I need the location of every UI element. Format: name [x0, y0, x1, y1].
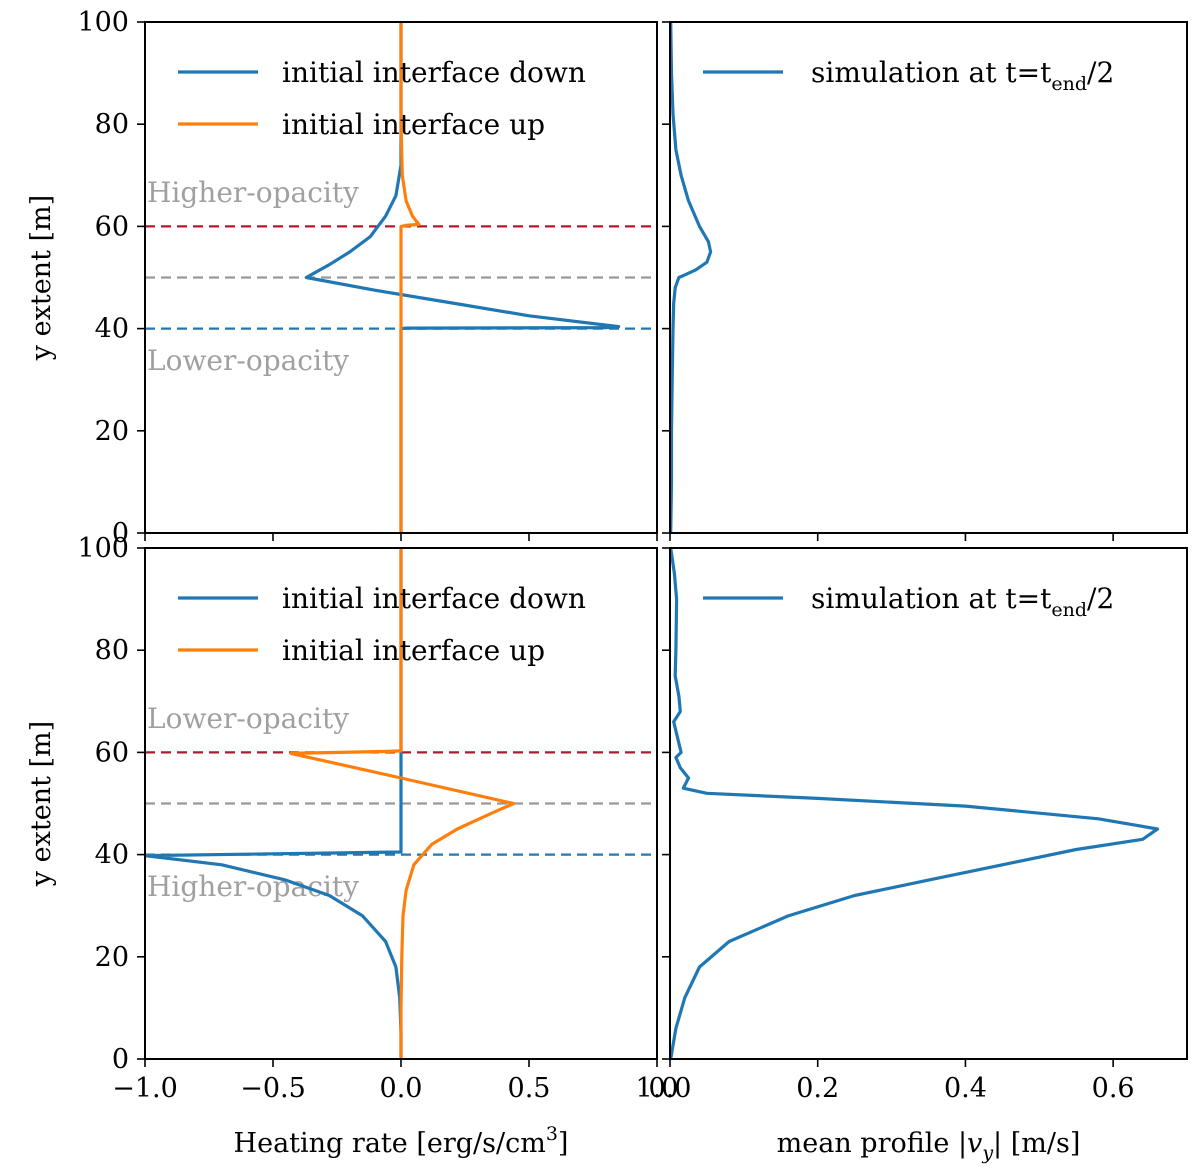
- y-tick-label: 100: [77, 533, 129, 564]
- y-tick-label: 20: [95, 942, 129, 973]
- legend-entry: initial interface down: [282, 56, 586, 89]
- y-tick-label: 0: [112, 1044, 129, 1075]
- series-line-1: [670, 22, 713, 533]
- series-line-1: [145, 548, 403, 1059]
- region-label-upper: Lower-opacity: [147, 702, 349, 735]
- y-tick-label: 40: [95, 314, 129, 345]
- x-axis-label: Heating rate [erg/s/cm3]: [234, 1123, 569, 1159]
- y-tick-label: 100: [77, 7, 129, 38]
- legend-entry: initial interface up: [282, 108, 545, 141]
- x-tick-label: 0.0: [649, 1073, 692, 1104]
- region-label-lower: Lower-opacity: [147, 344, 349, 377]
- legend: simulation at t=tend/2: [703, 56, 1114, 95]
- panel-bottom-right: 0.0 0.2 0.4 0.6 mean profile |vy| [m/s] simul…: [649, 547, 1188, 1164]
- panel-bottom-left: Lower-opacity Higher-opacity 0 20 40 60 80 100 −…: [26, 533, 678, 1159]
- x-tick-label: 0.0: [380, 1073, 423, 1104]
- region-label-lower: Higher-opacity: [147, 870, 359, 903]
- series-line-2: [289, 548, 516, 1059]
- x-tick-label: 0.5: [508, 1073, 551, 1104]
- y-tick-label: 80: [95, 635, 129, 666]
- x-axis-label: mean profile |vy| [m/s]: [777, 1128, 1081, 1164]
- legend-entry: initial interface down: [282, 582, 586, 615]
- x-tick-label: −1.0: [112, 1073, 178, 1104]
- y-tick-label: 80: [95, 109, 129, 140]
- y-tick-label: 60: [95, 737, 129, 768]
- axes-frame: [669, 21, 1188, 534]
- y-tick-label: 20: [95, 416, 129, 447]
- x-tick-label: −0.5: [240, 1073, 306, 1104]
- legend: initial interface down initial interface …: [178, 56, 586, 141]
- legend: initial interface down initial interface …: [178, 582, 586, 667]
- x-tick-label: 0.4: [944, 1073, 987, 1104]
- series-line-1: [304, 22, 621, 533]
- legend: simulation at t=tend/2: [703, 582, 1114, 621]
- y-axis-label: y extent [m]: [26, 195, 57, 361]
- panel-top-left: Higher-opacity Lower-opacity 0 20 40 60 80 100 y…: [26, 7, 658, 549]
- y-axis-label: y extent [m]: [26, 721, 57, 887]
- panel-top-right: simulation at t=tend/2: [662, 21, 1188, 541]
- x-tick-label: 0.6: [1092, 1073, 1135, 1104]
- y-tick-label: 60: [95, 211, 129, 242]
- legend-entry: simulation at t=tend/2: [811, 582, 1114, 621]
- x-tick-label: 1.0: [636, 1073, 679, 1104]
- region-label-upper: Higher-opacity: [147, 176, 359, 209]
- legend-entry: initial interface up: [282, 634, 545, 667]
- series-line-2: [399, 22, 421, 533]
- x-tick-label: 0.2: [796, 1073, 839, 1104]
- y-tick-label: 40: [95, 840, 129, 871]
- series-line-1: [670, 548, 1160, 1059]
- legend-entry: simulation at t=tend/2: [811, 56, 1114, 95]
- y-tick-label: 0: [112, 518, 129, 549]
- axes-frame: [669, 547, 1188, 1060]
